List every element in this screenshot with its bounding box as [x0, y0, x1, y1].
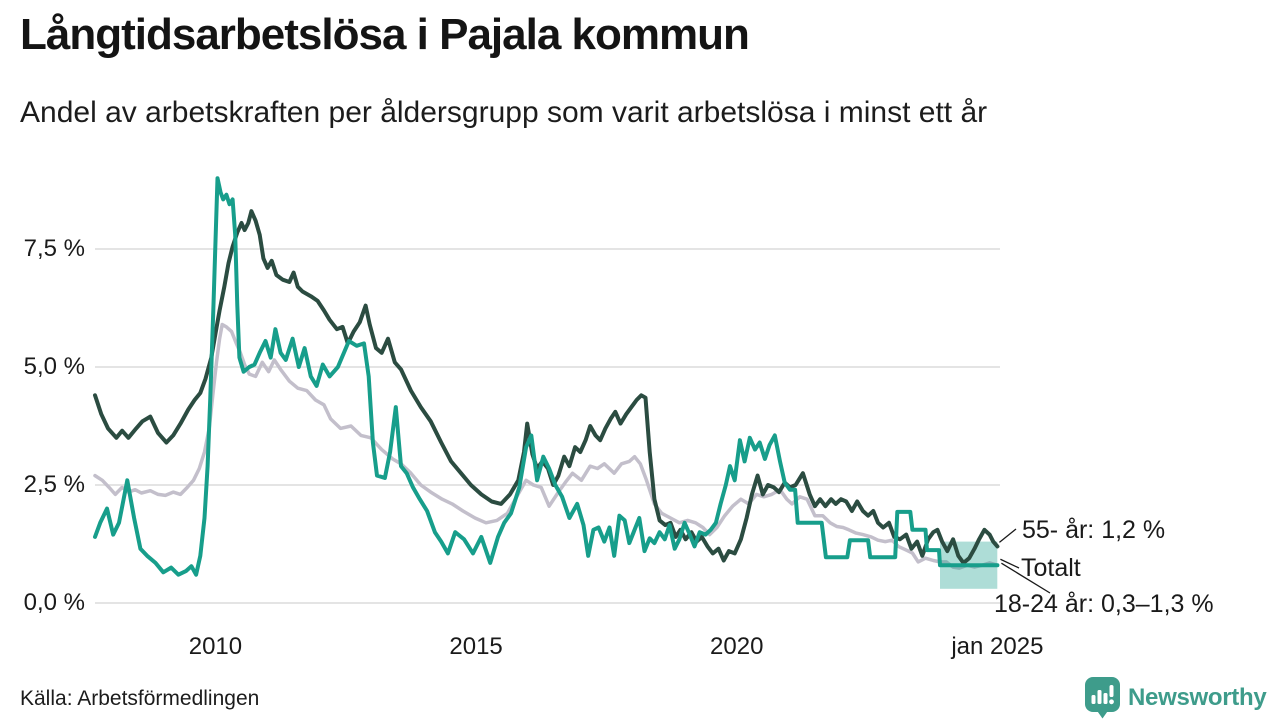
newsworthy-logo-icon: [1085, 677, 1120, 719]
x-tick-label: 2015: [449, 633, 503, 660]
y-tick-label: 7,5 %: [23, 235, 85, 262]
newsworthy-brand: Newsworthy: [1085, 677, 1267, 719]
newsworthy-wordmark: Newsworthy: [1128, 684, 1267, 711]
annotation-leader-line: [1000, 558, 1020, 569]
annotation-55-ar: 55- år: 1,2 %: [1022, 516, 1166, 544]
y-tick-label: 0,0 %: [23, 589, 85, 616]
annotation-leader-line: [998, 528, 1017, 543]
series-line-totalt: [93, 322, 1000, 570]
source-note: Källa: Arbetsförmedlingen: [20, 687, 260, 710]
x-tick-label: 2010: [188, 633, 243, 660]
series-line-55-ar: [93, 209, 1000, 565]
page-title: Långtidsarbetslösa i Pajala kommun: [20, 10, 750, 59]
series-line-18-24-ar: [93, 176, 1000, 577]
annotation-18-24-ar: 18-24 år: 0,3–1,3 %: [994, 590, 1214, 618]
annotation-totalt: Totalt: [1021, 554, 1081, 582]
y-tick-label: 5,0 %: [23, 353, 85, 380]
page-subtitle: Andel av arbetskraften per åldersgrupp s…: [20, 96, 988, 129]
annotation-leader-line: [1001, 562, 1051, 594]
x-tick-label: 2020: [710, 633, 764, 660]
x-tick-label: jan 2025: [951, 633, 1044, 660]
y-tick-label: 2,5 %: [23, 471, 85, 498]
